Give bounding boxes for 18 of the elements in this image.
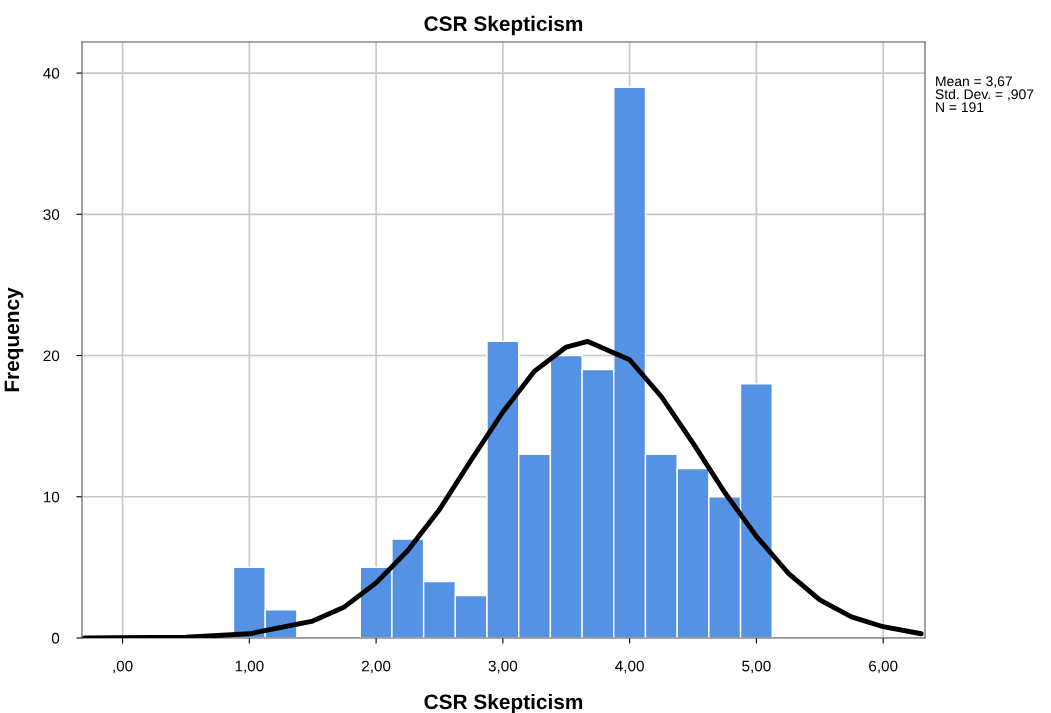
y-axis-title: Frequency: [4, 287, 24, 392]
x-tick-label: 6,00: [869, 660, 898, 674]
y-tick-label: 20: [43, 350, 60, 362]
text: Std. Dev. = ,907: [935, 88, 1034, 101]
x-tick-label: 4,00: [615, 660, 644, 674]
text: N = 191: [936, 102, 984, 113]
x-tick-label: 5,00: [742, 660, 771, 674]
chart-title: CSR Skepticism: [424, 15, 583, 36]
x-tick-label: 1,00: [235, 660, 264, 674]
x-axis-title: CSR Skepticism: [424, 693, 583, 713]
y-tick-label: 0: [51, 632, 60, 644]
x-tick-label: 3,00: [488, 660, 518, 674]
text: Mean = 3,67: [936, 76, 1012, 88]
y-tick-label: 30: [43, 209, 60, 220]
y-tick-label: 40: [43, 67, 60, 79]
x-tick-label: 2,00: [362, 660, 391, 674]
x-tick-label: ,00: [113, 660, 133, 674]
y-tick-label: 10: [43, 491, 60, 503]
